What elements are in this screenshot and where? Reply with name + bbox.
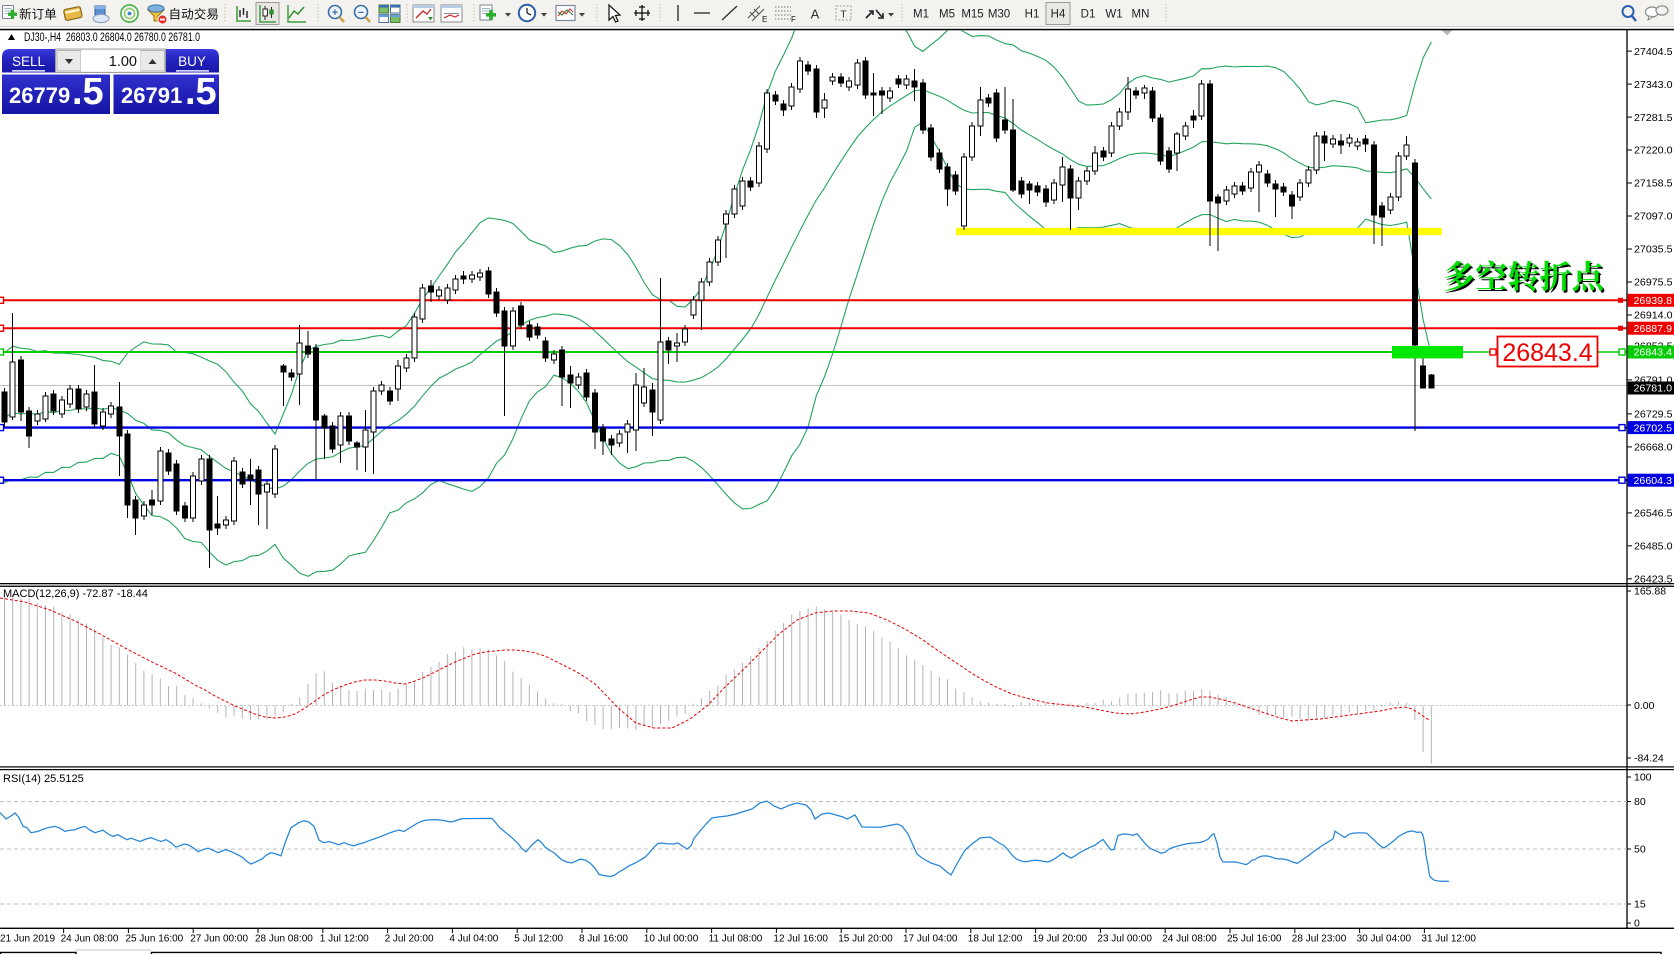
svg-text:26702.5: 26702.5: [1634, 422, 1673, 434]
svg-text:26887.9: 26887.9: [1634, 323, 1673, 335]
svg-text:2 Jul 20:00: 2 Jul 20:00: [385, 934, 434, 945]
svg-text:27220.0: 27220.0: [1634, 145, 1673, 157]
svg-text:M30: M30: [988, 9, 1010, 21]
svg-text:25 Jul 16:00: 25 Jul 16:00: [1227, 934, 1282, 945]
svg-text:W1: W1: [1105, 9, 1122, 21]
svg-text:26423.5: 26423.5: [1634, 574, 1673, 586]
svg-text:28 Jul 23:00: 28 Jul 23:00: [1292, 934, 1347, 945]
svg-text:SELL: SELL: [12, 54, 46, 69]
svg-text:−: −: [358, 7, 364, 19]
svg-text:26914.0: 26914.0: [1634, 310, 1673, 322]
svg-text:27035.5: 27035.5: [1634, 244, 1673, 256]
svg-text:24 Jun 08:00: 24 Jun 08:00: [61, 934, 119, 945]
svg-text:23 Jul 00:00: 23 Jul 00:00: [1097, 934, 1152, 945]
svg-text:24 Jul 08:00: 24 Jul 08:00: [1162, 934, 1217, 945]
svg-text:17 Jul 04:00: 17 Jul 04:00: [903, 934, 958, 945]
svg-text:M5: M5: [939, 9, 955, 21]
svg-text:26843.4: 26843.4: [1634, 347, 1673, 359]
svg-text:80: 80: [1634, 796, 1646, 808]
svg-text:1 Jul 12:00: 1 Jul 12:00: [320, 934, 369, 945]
svg-text:10 Jul 00:00: 10 Jul 00:00: [644, 934, 699, 945]
svg-text:4 Jul 04:00: 4 Jul 04:00: [449, 934, 498, 945]
svg-text:.5: .5: [72, 71, 104, 113]
svg-text:19 Jul 20:00: 19 Jul 20:00: [1033, 934, 1088, 945]
svg-text:0.00: 0.00: [1634, 700, 1655, 712]
svg-text:165.88: 165.88: [1634, 586, 1666, 598]
svg-text:26546.5: 26546.5: [1634, 508, 1673, 520]
svg-text:100: 100: [1634, 772, 1652, 784]
svg-text:+: +: [332, 7, 338, 19]
svg-text:MN: MN: [1132, 9, 1150, 21]
svg-text:M15: M15: [961, 9, 983, 21]
svg-text:26975.5: 26975.5: [1634, 277, 1673, 289]
svg-text:27 Jun 00:00: 27 Jun 00:00: [190, 934, 248, 945]
svg-text:A: A: [811, 7, 820, 22]
svg-text:21 Jun 2019: 21 Jun 2019: [0, 934, 55, 945]
svg-text:H4: H4: [1051, 9, 1066, 21]
svg-text:28 Jun 08:00: 28 Jun 08:00: [255, 934, 313, 945]
svg-text:E: E: [762, 15, 767, 24]
svg-text:F: F: [791, 15, 796, 24]
svg-text:26668.0: 26668.0: [1634, 442, 1673, 454]
svg-text:27158.5: 27158.5: [1634, 178, 1673, 190]
svg-text:.5: .5: [185, 71, 217, 113]
svg-text:12 Jul 16:00: 12 Jul 16:00: [773, 934, 828, 945]
svg-text:11 Jul 08:00: 11 Jul 08:00: [709, 934, 763, 945]
svg-text:15: 15: [1634, 899, 1646, 911]
svg-text:DJ30-,H4 26803.0 26804.0 2678: DJ30-,H4 26803.0 26804.0 26780.0 26781.0: [24, 32, 200, 44]
svg-text:RSI(14) 25.5125: RSI(14) 25.5125: [3, 773, 84, 785]
svg-text:27281.5: 27281.5: [1634, 112, 1673, 124]
svg-text:1.00: 1.00: [109, 54, 137, 70]
svg-text:26604.3: 26604.3: [1634, 475, 1673, 487]
svg-text:MACD(12,26,9) -72.87 -18.44: MACD(12,26,9) -72.87 -18.44: [3, 588, 148, 600]
svg-text:26485.0: 26485.0: [1634, 541, 1673, 553]
svg-text:18 Jul 12:00: 18 Jul 12:00: [968, 934, 1023, 945]
svg-text:50: 50: [1634, 844, 1646, 856]
svg-text:26939.8: 26939.8: [1634, 295, 1673, 307]
svg-text:26843.4: 26843.4: [1502, 339, 1592, 367]
svg-text:27343.0: 27343.0: [1634, 79, 1673, 91]
svg-text:T: T: [840, 9, 847, 21]
svg-text:27097.0: 27097.0: [1634, 211, 1673, 223]
svg-text:8 Jul 16:00: 8 Jul 16:00: [579, 934, 628, 945]
svg-text:D1: D1: [1081, 9, 1096, 21]
svg-text:26779: 26779: [9, 83, 70, 108]
svg-text:M1: M1: [913, 9, 929, 21]
svg-text:5 Jul 12:00: 5 Jul 12:00: [514, 934, 563, 945]
svg-text:BUY: BUY: [178, 54, 206, 69]
svg-text:15 Jul 20:00: 15 Jul 20:00: [838, 934, 893, 945]
svg-text:-84.24: -84.24: [1634, 753, 1664, 765]
svg-text:H1: H1: [1025, 9, 1040, 21]
svg-text:25 Jun 16:00: 25 Jun 16:00: [125, 934, 183, 945]
svg-text:27404.5: 27404.5: [1634, 46, 1673, 58]
svg-text:26781.0: 26781.0: [1634, 383, 1673, 395]
svg-text:26791: 26791: [121, 83, 182, 108]
svg-text:0: 0: [1634, 918, 1640, 930]
svg-text:31 Jul 12:00: 31 Jul 12:00: [1421, 934, 1476, 945]
svg-text:30 Jul 04:00: 30 Jul 04:00: [1357, 934, 1412, 945]
svg-text:26729.5: 26729.5: [1634, 409, 1673, 421]
